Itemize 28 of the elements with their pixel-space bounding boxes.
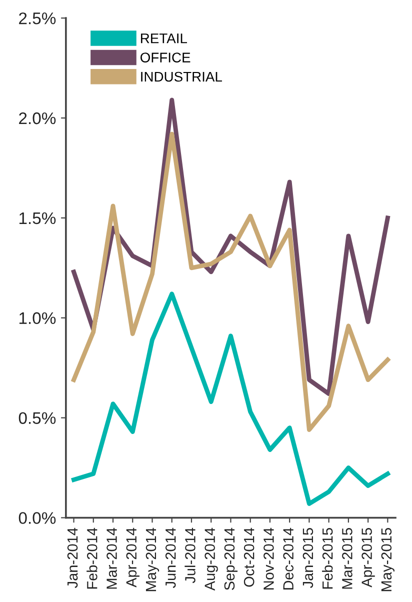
legend-label: OFFICE [140, 52, 190, 62]
y-tick-label: 0.5% [18, 412, 56, 424]
x-tick-label: Feb-2015 [322, 528, 333, 589]
x-tick-label: Feb-2014 [86, 528, 98, 589]
x-tick-label: May-2015 [381, 528, 394, 592]
y-tick-label: 1.0% [19, 312, 56, 324]
line-series [72, 292, 390, 506]
x-tick-label: Nov-2014 [264, 528, 274, 590]
line-series [72, 132, 390, 432]
x-tick-label: Apr-2015 [362, 528, 375, 588]
x-tick-label: Jan-2015 [302, 528, 314, 588]
x-tick-label: Jun-2014 [165, 528, 176, 588]
legend-label: INDUSTRIAL [141, 72, 222, 82]
y-tick-label: 1.5% [19, 212, 56, 224]
x-tick-label: Mar-2015 [342, 528, 352, 589]
x-tick-label: Sep-2014 [224, 528, 238, 590]
x-tick-label: Mar-2014 [106, 528, 117, 589]
legend-label: RETAIL [141, 34, 187, 44]
y-tick-label: 2.0% [19, 112, 56, 124]
x-tick-label: Apr-2014 [126, 528, 140, 588]
y-tick-label: 0.0% [18, 512, 56, 524]
x-tick-label: Jan-2014 [67, 528, 78, 588]
x-tick-label: May-2014 [146, 528, 160, 592]
x-tick-label: Oct-2014 [244, 528, 254, 587]
y-tick-label: 2.5% [19, 12, 56, 24]
x-tick-label: Dec-2014 [283, 528, 294, 590]
x-tick-label: Aug-2014 [204, 528, 218, 591]
x-tick-label: Jul-2014 [184, 528, 196, 584]
